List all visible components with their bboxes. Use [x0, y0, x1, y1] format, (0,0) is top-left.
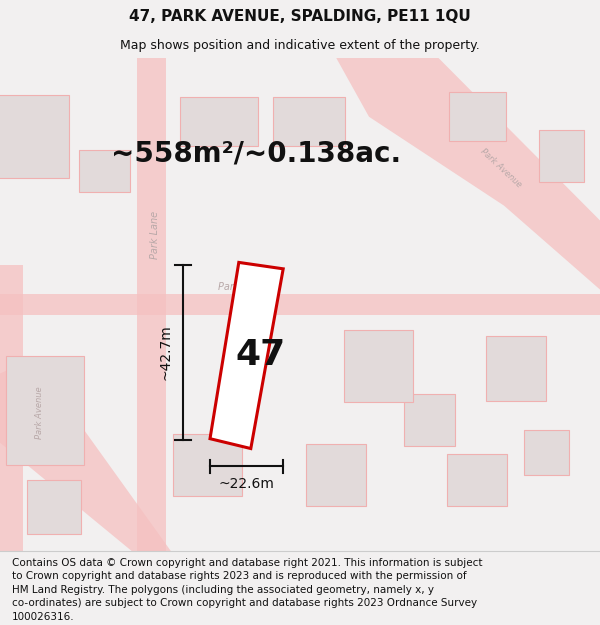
- Polygon shape: [210, 262, 283, 449]
- Bar: [79, 150, 130, 192]
- Text: ~558m²/~0.138ac.: ~558m²/~0.138ac.: [111, 140, 401, 168]
- Polygon shape: [0, 359, 171, 551]
- Bar: [137, 58, 166, 551]
- Bar: [273, 97, 345, 146]
- Bar: [27, 479, 81, 534]
- Bar: [6, 356, 84, 465]
- Text: Park Avenue: Park Avenue: [35, 387, 44, 439]
- Text: co-ordinates) are subject to Crown copyright and database rights 2023 Ordnance S: co-ordinates) are subject to Crown copyr…: [12, 598, 477, 608]
- Bar: [180, 97, 258, 146]
- Text: Park Lane: Park Lane: [150, 211, 160, 259]
- Bar: [449, 92, 506, 141]
- Bar: [523, 430, 569, 475]
- Text: Contains OS data © Crown copyright and database right 2021. This information is : Contains OS data © Crown copyright and d…: [12, 558, 482, 568]
- Text: 47, PARK AVENUE, SPALDING, PE11 1QU: 47, PARK AVENUE, SPALDING, PE11 1QU: [129, 9, 471, 24]
- Bar: [486, 336, 546, 401]
- Polygon shape: [336, 58, 600, 289]
- Bar: [447, 454, 507, 506]
- Text: ~42.7m: ~42.7m: [158, 324, 172, 381]
- Text: 47: 47: [236, 338, 286, 372]
- Text: 100026316.: 100026316.: [12, 612, 74, 622]
- Text: to Crown copyright and database rights 2023 and is reproduced with the permissio: to Crown copyright and database rights 2…: [12, 571, 467, 581]
- Bar: [539, 131, 583, 182]
- Text: Map shows position and indicative extent of the property.: Map shows position and indicative extent…: [120, 39, 480, 51]
- Bar: [0, 265, 23, 551]
- Text: HM Land Registry. The polygons (including the associated geometry, namely x, y: HM Land Registry. The polygons (includin…: [12, 585, 434, 595]
- Bar: [0, 294, 600, 315]
- Bar: [306, 444, 366, 506]
- Text: Park Avenue: Park Avenue: [218, 282, 280, 292]
- Bar: [173, 434, 241, 496]
- Bar: [404, 394, 455, 446]
- Bar: [0, 94, 69, 179]
- Text: Park Avenue: Park Avenue: [479, 148, 523, 190]
- Bar: [343, 330, 413, 402]
- Text: ~22.6m: ~22.6m: [218, 478, 275, 491]
